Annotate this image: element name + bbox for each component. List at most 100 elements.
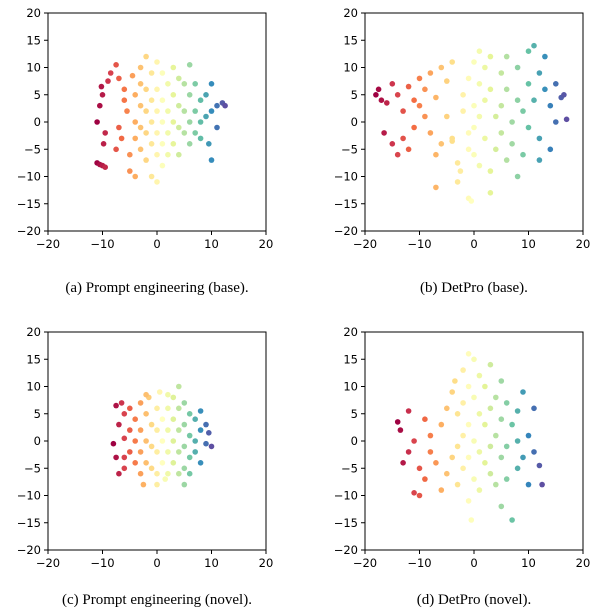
ytick-label-b--20: −20 (334, 224, 358, 238)
point-b-49 (487, 168, 494, 174)
point-c-27 (154, 427, 160, 433)
point-a-59 (170, 119, 177, 125)
point-a-40 (148, 141, 155, 147)
point-a-33 (143, 86, 149, 93)
points-c (110, 383, 215, 488)
point-b-4 (381, 130, 387, 136)
axes-frame-c (47, 331, 267, 551)
point-d-50 (493, 481, 499, 488)
point-b-37 (471, 124, 477, 131)
xtick-label-a-10: 10 (204, 237, 219, 251)
point-b-46 (482, 97, 488, 103)
ytick-label-b-0: 0 (351, 115, 358, 129)
point-c-14 (137, 400, 144, 406)
ytick-label-c-0: 0 (34, 434, 41, 448)
point-b-71 (536, 70, 543, 76)
point-c-4 (118, 400, 125, 406)
point-d-29 (465, 421, 472, 428)
ytick-label-d-20: 20 (343, 325, 358, 339)
point-b-68 (525, 124, 532, 131)
xtick-label-c-20: 20 (259, 556, 274, 570)
point-a-16 (121, 97, 128, 103)
point-c-0 (110, 440, 117, 447)
point-a-14 (116, 124, 122, 131)
point-b-62 (514, 97, 521, 103)
axes-frame-a (47, 12, 267, 232)
point-c-71 (154, 481, 160, 488)
point-d-28 (465, 383, 472, 390)
point-b-28 (457, 168, 464, 174)
point-c-61 (203, 421, 209, 428)
point-b-26 (454, 160, 461, 166)
point-a-45 (154, 130, 160, 136)
ytick-label-a--20: −20 (17, 224, 41, 238)
point-b-83 (427, 70, 434, 76)
point-d-21 (454, 443, 461, 450)
point-b-75 (547, 102, 554, 109)
point-c-42 (170, 460, 177, 466)
point-b-19 (433, 151, 439, 158)
point-c-19 (143, 411, 149, 417)
point-b-70 (531, 97, 537, 103)
point-c-69 (186, 470, 193, 477)
point-b-64 (520, 108, 526, 114)
point-d-68 (536, 462, 543, 469)
point-a-81 (208, 81, 215, 87)
point-d-54 (503, 400, 510, 406)
point-d-69 (539, 481, 545, 488)
point-c-50 (181, 443, 188, 450)
point-a-64 (176, 151, 182, 158)
point-b-53 (498, 70, 505, 76)
point-b-11 (405, 146, 412, 153)
point-c-41 (170, 438, 177, 444)
point-c-24 (148, 443, 155, 450)
point-b-21 (444, 113, 450, 120)
point-a-67 (181, 130, 188, 136)
point-c-62 (203, 440, 209, 447)
point-d-40 (476, 487, 483, 493)
point-d-9 (422, 476, 428, 482)
point-c-57 (192, 449, 198, 455)
point-c-63 (206, 430, 212, 436)
point-b-31 (460, 92, 466, 98)
point-c-15 (137, 427, 144, 433)
ytick-label-b-15: 15 (343, 33, 358, 47)
point-a-66 (181, 108, 188, 114)
point-c-43 (176, 383, 182, 390)
point-c-26 (154, 405, 160, 412)
ytick-label-d--15: −15 (334, 516, 358, 530)
point-b-3 (384, 100, 390, 106)
ytick-label-b-5: 5 (351, 88, 358, 102)
point-d-0 (394, 419, 401, 425)
point-d-30 (465, 454, 472, 461)
ytick-label-d-15: 15 (343, 352, 358, 366)
point-a-72 (192, 81, 198, 87)
xtick-label-a--10: −10 (90, 237, 114, 251)
point-b-17 (427, 130, 434, 136)
points-a (94, 53, 228, 185)
point-d-35 (471, 476, 477, 482)
point-c-53 (186, 432, 193, 439)
point-c-44 (176, 405, 182, 412)
axes-frame-b (364, 12, 584, 232)
point-c-48 (181, 400, 188, 406)
point-d-60 (514, 438, 521, 444)
point-c-39 (170, 394, 177, 401)
point-a-28 (137, 81, 144, 87)
point-a-77 (197, 135, 204, 142)
caption-b: (b) DetPro (base). (420, 280, 528, 296)
point-a-7 (98, 83, 105, 90)
point-d-36 (468, 517, 475, 523)
point-c-1 (113, 402, 119, 409)
point-b-84 (454, 179, 461, 185)
point-c-45 (176, 427, 182, 433)
point-a-82 (208, 108, 215, 114)
point-a-35 (143, 130, 149, 136)
point-c-66 (165, 391, 171, 398)
point-d-12 (433, 460, 439, 466)
point-a-6 (99, 92, 106, 98)
point-c-65 (143, 391, 149, 398)
point-b-15 (422, 86, 428, 93)
ytick-label-a-0: 0 (34, 115, 41, 129)
points-b (373, 42, 570, 204)
